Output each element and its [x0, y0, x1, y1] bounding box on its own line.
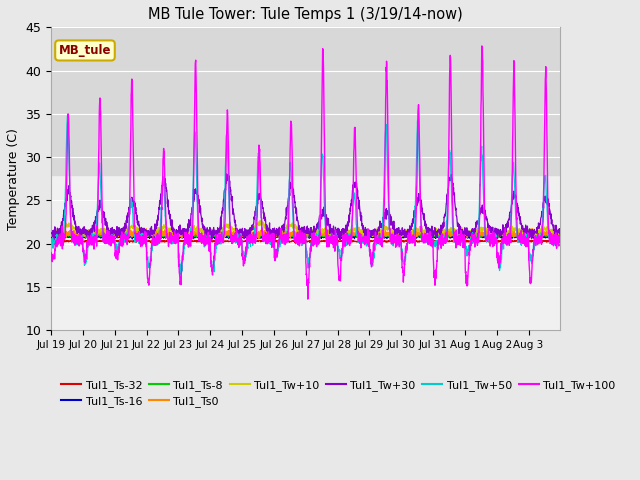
Y-axis label: Temperature (C): Temperature (C): [7, 128, 20, 230]
Legend: Tul1_Ts-32, Tul1_Ts-16, Tul1_Ts-8, Tul1_Ts0, Tul1_Tw+10, Tul1_Tw+30, Tul1_Tw+50,: Tul1_Ts-32, Tul1_Ts-16, Tul1_Ts-8, Tul1_…: [57, 375, 620, 412]
Title: MB Tule Tower: Tule Temps 1 (3/19/14-now): MB Tule Tower: Tule Temps 1 (3/19/14-now…: [148, 7, 463, 22]
Text: MB_tule: MB_tule: [59, 44, 111, 57]
Bar: [51, 27, 561, 175]
